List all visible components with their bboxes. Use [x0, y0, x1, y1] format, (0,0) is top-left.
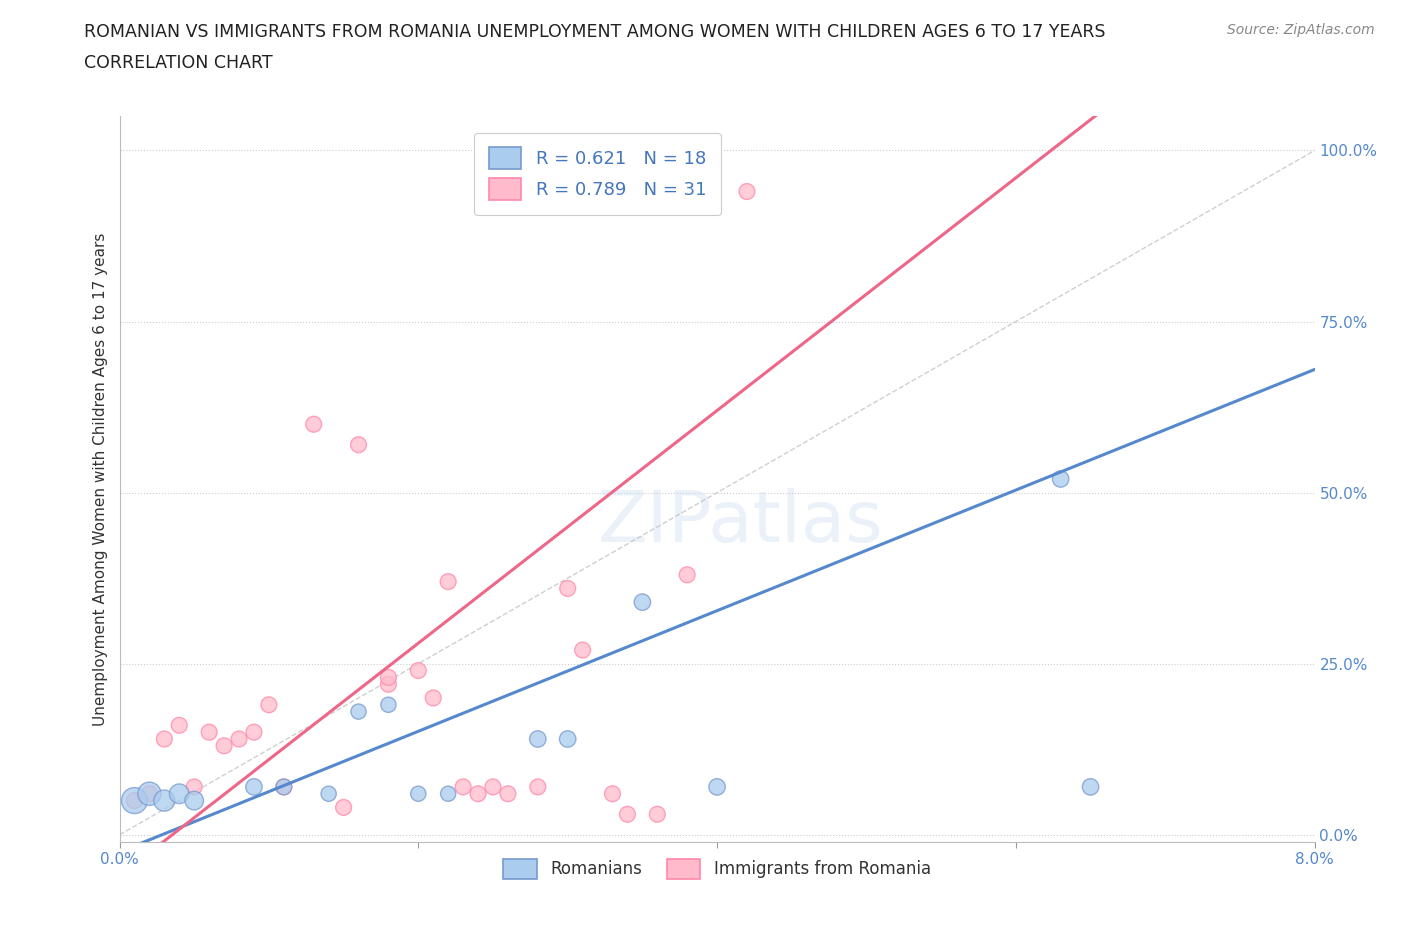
Point: [138, 786, 160, 801]
Point: [318, 786, 340, 801]
Point: [243, 779, 266, 794]
Point: [183, 793, 205, 808]
Point: [332, 800, 354, 815]
Point: [153, 793, 176, 808]
Point: [273, 779, 295, 794]
Point: [169, 718, 191, 733]
Point: [183, 779, 205, 794]
Point: [243, 724, 266, 739]
Point: [377, 698, 399, 712]
Point: [408, 663, 430, 678]
Point: [273, 779, 295, 794]
Point: [571, 643, 593, 658]
Text: ROMANIAN VS IMMIGRANTS FROM ROMANIA UNEMPLOYMENT AMONG WOMEN WITH CHILDREN AGES : ROMANIAN VS IMMIGRANTS FROM ROMANIA UNEM…: [84, 23, 1107, 41]
Point: [676, 567, 699, 582]
Point: [377, 670, 399, 684]
Point: [422, 690, 444, 705]
Point: [257, 698, 280, 712]
Legend: Romanians, Immigrants from Romania: Romanians, Immigrants from Romania: [496, 852, 938, 885]
Point: [153, 732, 176, 747]
Point: [169, 786, 191, 801]
Point: [482, 779, 505, 794]
Point: [647, 807, 669, 822]
Point: [347, 704, 370, 719]
Point: [602, 786, 624, 801]
Point: [527, 732, 550, 747]
Y-axis label: Unemployment Among Women with Children Ages 6 to 17 years: Unemployment Among Women with Children A…: [93, 232, 108, 725]
Point: [198, 724, 221, 739]
Point: [467, 786, 489, 801]
Point: [124, 793, 146, 808]
Point: [557, 732, 579, 747]
Point: [437, 574, 460, 589]
Point: [228, 732, 250, 747]
Point: [527, 779, 550, 794]
Point: [1080, 779, 1102, 794]
Point: [138, 786, 160, 801]
Point: [735, 184, 758, 199]
Point: [347, 437, 370, 452]
Point: [616, 807, 638, 822]
Text: Source: ZipAtlas.com: Source: ZipAtlas.com: [1227, 23, 1375, 37]
Point: [631, 594, 654, 609]
Point: [451, 779, 474, 794]
Point: [302, 417, 325, 432]
Point: [1049, 472, 1071, 486]
Point: [124, 793, 146, 808]
Point: [377, 677, 399, 692]
Point: [437, 786, 460, 801]
Point: [706, 779, 728, 794]
Point: [212, 738, 235, 753]
Text: ZIPatlas: ZIPatlas: [598, 488, 884, 557]
Point: [557, 581, 579, 596]
Point: [408, 786, 430, 801]
Text: CORRELATION CHART: CORRELATION CHART: [84, 54, 273, 72]
Point: [496, 786, 519, 801]
